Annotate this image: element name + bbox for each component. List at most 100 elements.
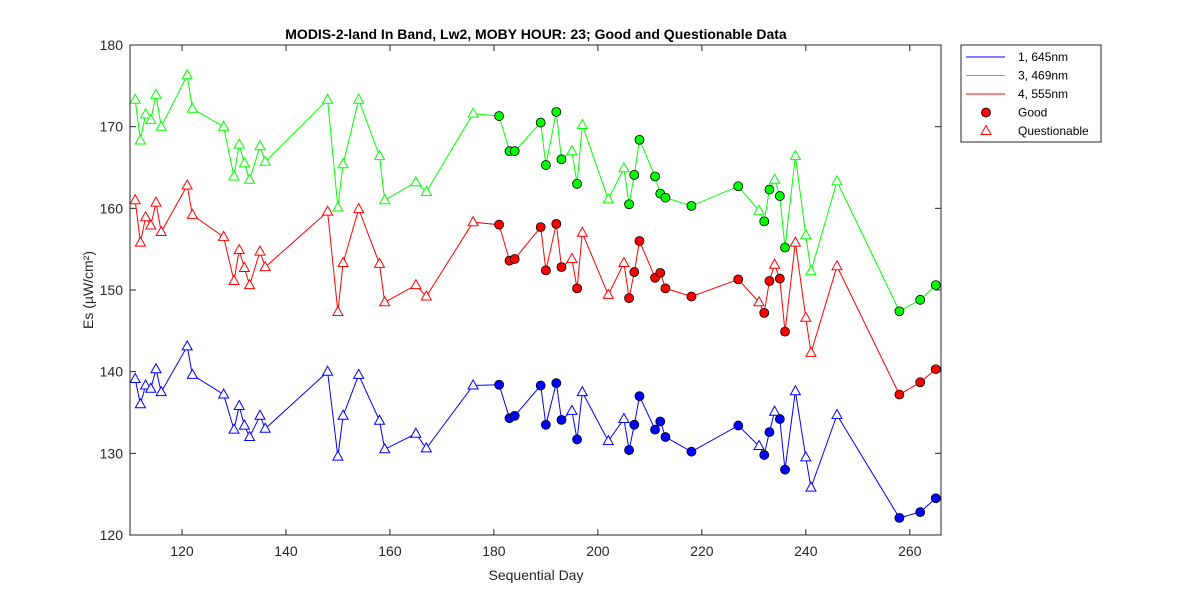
questionable-point-4 — [768, 258, 781, 269]
questionable-point-1 — [150, 362, 162, 374]
questionable-point-1 — [602, 434, 615, 446]
questionable-point-3 — [467, 107, 479, 118]
questionable-point-3 — [831, 174, 843, 186]
questionable-point-3 — [420, 185, 433, 196]
legend-good-marker — [981, 107, 991, 118]
good-point-4 — [894, 389, 905, 400]
questionable-point-3 — [217, 120, 230, 131]
questionable-point-1 — [181, 339, 194, 351]
x-tick-label: 180 — [482, 543, 506, 559]
good-point-3 — [774, 191, 785, 201]
good-point-4 — [634, 236, 645, 246]
questionable-point-4 — [243, 278, 256, 290]
questionable-point-1 — [618, 412, 630, 423]
questionable-point-1 — [243, 430, 256, 441]
questionable-point-4 — [576, 226, 589, 237]
questionable-point-3 — [618, 161, 630, 173]
questionable-point-3 — [576, 118, 589, 129]
questionable-point-1 — [134, 397, 147, 409]
good-point-4 — [686, 291, 697, 302]
questionable-point-3 — [186, 102, 199, 113]
questionable-point-1 — [233, 399, 246, 410]
questionable-point-1 — [259, 422, 272, 433]
questionable-point-1 — [352, 368, 365, 379]
good-point-4 — [764, 276, 775, 286]
questionable-point-1 — [186, 368, 199, 379]
questionable-point-3 — [602, 192, 615, 204]
good-point-1 — [551, 378, 562, 389]
good-point-3 — [759, 216, 770, 227]
questionable-point-1 — [410, 427, 422, 438]
good-point-3 — [551, 107, 562, 117]
questionable-point-4 — [410, 278, 422, 290]
good-point-1 — [650, 424, 660, 435]
questionable-point-3 — [134, 133, 147, 145]
questionable-point-3 — [238, 156, 251, 168]
good-point-3 — [780, 242, 790, 253]
series-layer — [129, 68, 941, 523]
questionable-point-4 — [254, 245, 266, 256]
questionable-point-4 — [378, 295, 391, 307]
questionable-point-4 — [789, 236, 802, 247]
questionable-point-3 — [243, 173, 256, 184]
questionable-point-4 — [134, 236, 147, 247]
questionable-point-3 — [332, 200, 344, 212]
good-point-3 — [894, 306, 905, 317]
questionable-point-1 — [805, 481, 817, 492]
x-tick-label: 220 — [690, 543, 714, 559]
questionable-point-3 — [259, 155, 272, 166]
legend-label: Questionable — [1018, 124, 1089, 138]
axes-layer: 120 140 160 180 200 220 240 260 120 130 140 150 160 1… — [100, 37, 941, 559]
questionable-point-1 — [144, 382, 157, 393]
questionable-point-1 — [373, 414, 386, 425]
questionable-point-3 — [155, 120, 168, 131]
y-tick-label: 170 — [100, 119, 124, 135]
good-point-1 — [686, 446, 697, 457]
good-point-3 — [535, 117, 546, 128]
good-point-1 — [780, 464, 790, 475]
good-point-3 — [764, 184, 775, 195]
good-point-1 — [759, 450, 770, 460]
y-tick-label: 130 — [100, 445, 124, 461]
good-point-1 — [509, 410, 520, 421]
questionable-point-3 — [181, 68, 194, 80]
x-tick-label: 140 — [274, 543, 298, 559]
questionable-point-3 — [321, 93, 334, 104]
good-point-1 — [629, 419, 640, 430]
x-tick-label: 160 — [378, 543, 402, 559]
legend-label: 4, 555nm — [1018, 87, 1068, 101]
good-point-1 — [494, 379, 505, 390]
questionable-point-3 — [373, 149, 386, 161]
x-tick-label: 200 — [586, 543, 610, 559]
good-point-3 — [733, 181, 744, 192]
questionable-point-1 — [238, 419, 251, 430]
questionable-point-4 — [805, 346, 817, 357]
questionable-point-1 — [420, 441, 433, 453]
x-tick-label: 260 — [898, 543, 922, 559]
good-point-4 — [780, 326, 790, 337]
y-tick-label: 160 — [100, 200, 124, 216]
questionable-point-3 — [789, 149, 802, 161]
questionable-point-1 — [799, 450, 812, 462]
questionable-point-1 — [378, 442, 391, 454]
good-point-4 — [629, 267, 640, 277]
good-point-1 — [540, 419, 551, 430]
questionable-point-3 — [768, 173, 781, 184]
good-point-1 — [764, 427, 775, 438]
questionable-point-4 — [186, 208, 199, 219]
questionable-point-1 — [139, 378, 152, 390]
good-point-3 — [509, 146, 520, 157]
good-point-4 — [930, 364, 941, 375]
legend-label: Good — [1018, 106, 1047, 120]
x-tick-label: 240 — [794, 543, 818, 559]
questionable-point-3 — [378, 193, 391, 205]
y-axis-label: Es (µW/cm²) — [80, 251, 96, 329]
questionable-point-1 — [566, 404, 578, 415]
questionable-point-4 — [420, 289, 433, 301]
questionable-point-3 — [566, 144, 578, 156]
questionable-point-3 — [139, 107, 152, 119]
questionable-point-4 — [233, 243, 246, 254]
questionable-point-4 — [139, 210, 152, 222]
questionable-point-3 — [352, 93, 365, 104]
